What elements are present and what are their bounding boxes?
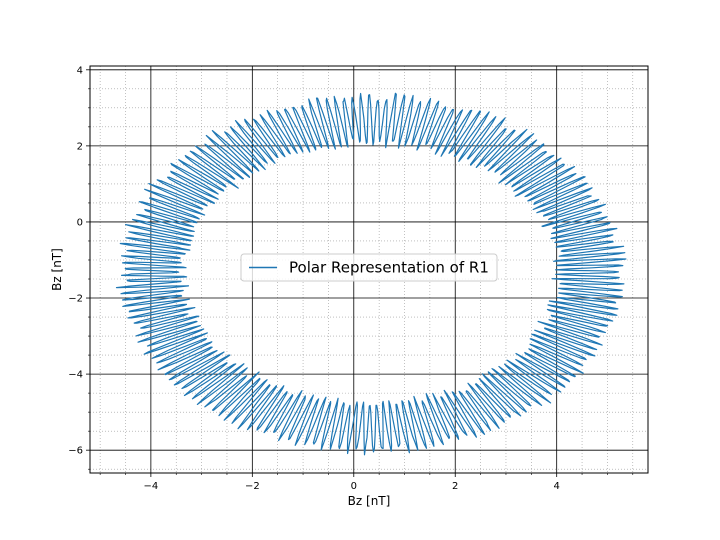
x-tick-label: 2 (452, 481, 458, 492)
y-tick-label: 4 (77, 65, 83, 76)
tick-labels: −4 −2 0 2 4 −6 −4 −2 0 2 4 (68, 65, 560, 492)
y-tick-label: −6 (68, 446, 83, 457)
x-tick-label: 4 (554, 481, 560, 492)
y-tick-label: −4 (68, 370, 83, 381)
legend: Polar Representation of R1 (240, 253, 498, 282)
y-tick-label: 2 (77, 141, 83, 152)
axes-frame (89, 65, 649, 474)
y-tick-label: −2 (68, 294, 83, 305)
x-axis-label: Bz [nT] (348, 494, 391, 508)
plot-area (89, 65, 649, 474)
y-axis-label: Bz [nT] (50, 248, 64, 291)
series-line-polar-r1 (115, 92, 627, 456)
x-tick-label: 0 (351, 481, 357, 492)
ticks (86, 69, 634, 477)
legend-box (240, 253, 498, 282)
y-tick-label: 0 (77, 217, 83, 228)
x-tick-label: −2 (245, 481, 260, 492)
x-tick-label: −4 (143, 481, 158, 492)
legend-entry-label: Polar Representation of R1 (289, 259, 489, 277)
series-layer (115, 92, 627, 456)
